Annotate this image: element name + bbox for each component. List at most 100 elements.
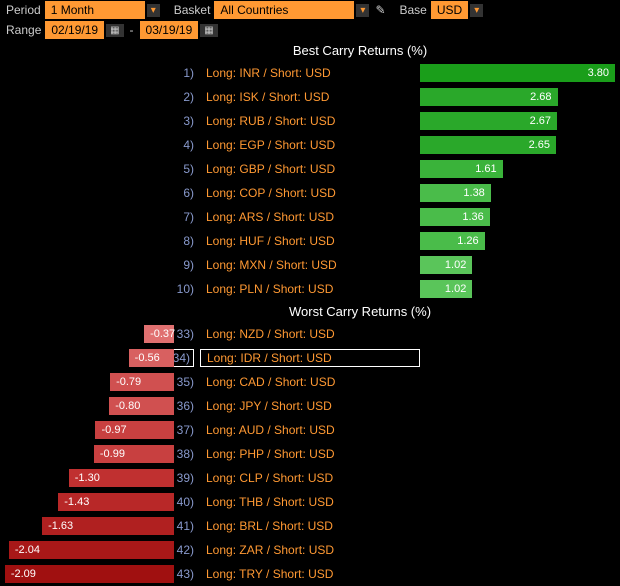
rank-cell: 10): [0, 282, 200, 296]
toolbar-row-2: Range 02/19/19 ▦ - 03/19/19 ▦: [0, 20, 620, 40]
basket-dropdown[interactable]: All Countries: [214, 1, 354, 19]
bar-positive: 1.02: [420, 256, 472, 274]
best-row[interactable]: 5)Long: GBP / Short: USD1.61: [0, 157, 620, 181]
pair-cell: Long: GBP / Short: USD: [200, 162, 420, 176]
content-area: Best Carry Returns (%) 1)Long: INR / Sho…: [0, 40, 620, 568]
pair-cell: Long: MXN / Short: USD: [200, 258, 420, 272]
pair-cell: Long: COP / Short: USD: [200, 186, 420, 200]
date-to-calendar-icon[interactable]: ▦: [200, 24, 217, 37]
date-from-input[interactable]: 02/19/19: [45, 21, 104, 39]
pair-cell: Long: BRL / Short: USD: [200, 519, 420, 533]
period-label: Period: [4, 3, 43, 17]
worst-row[interactable]: -1.3039)Long: CLP / Short: USD: [0, 466, 620, 490]
base-dropdown-arrow[interactable]: ▾: [470, 4, 483, 17]
bar-positive: 2.68: [420, 88, 558, 106]
pair-cell: Long: ISK / Short: USD: [200, 90, 420, 104]
bar-negative: -0.79: [110, 373, 174, 391]
range-label: Range: [4, 23, 43, 37]
bar-container: -0.97: [4, 421, 174, 439]
rank-cell: 4): [0, 138, 200, 152]
rank-cell: 2): [0, 90, 200, 104]
pair-cell: Long: THB / Short: USD: [200, 495, 420, 509]
base-dropdown[interactable]: USD: [431, 1, 468, 19]
best-row[interactable]: 6)Long: COP / Short: USD1.38: [0, 181, 620, 205]
pair-cell: Long: NZD / Short: USD: [200, 327, 420, 341]
best-row[interactable]: 10)Long: PLN / Short: USD1.02: [0, 277, 620, 301]
pair-cell: Long: ZAR / Short: USD: [200, 543, 420, 557]
best-row[interactable]: 8)Long: HUF / Short: USD1.26: [0, 229, 620, 253]
bar-negative: -1.43: [58, 493, 174, 511]
worst-row[interactable]: -1.4340)Long: THB / Short: USD: [0, 490, 620, 514]
rank-cell: 6): [0, 186, 200, 200]
rank-cell: 3): [0, 114, 200, 128]
bar-container: -1.63: [4, 517, 174, 535]
pair-cell: Long: RUB / Short: USD: [200, 114, 420, 128]
pair-cell: Long: TRY / Short: USD: [200, 567, 420, 581]
rank-cell: 5): [0, 162, 200, 176]
worst-row[interactable]: -0.9938)Long: PHP / Short: USD: [0, 442, 620, 466]
worst-row[interactable]: -2.0442)Long: ZAR / Short: USD: [0, 538, 620, 562]
bar-container: 1.02: [420, 280, 616, 298]
pair-cell: Long: ARS / Short: USD: [200, 210, 420, 224]
date-separator: -: [126, 23, 138, 37]
bar-negative: -0.56: [129, 349, 174, 367]
rank-cell: 8): [0, 234, 200, 248]
bar-negative: -1.63: [42, 517, 174, 535]
bar-positive: 1.02: [420, 280, 472, 298]
worst-row[interactable]: -0.5634)Long: IDR / Short: USD: [0, 346, 620, 370]
bar-container: 1.38: [420, 184, 616, 202]
pair-cell: Long: PHP / Short: USD: [200, 447, 420, 461]
worst-row[interactable]: -0.3733)Long: NZD / Short: USD: [0, 322, 620, 346]
bar-container: -0.80: [4, 397, 174, 415]
pair-cell: Long: CAD / Short: USD: [200, 375, 420, 389]
date-from-calendar-icon[interactable]: ▦: [106, 24, 123, 37]
worst-section-title: Worst Carry Returns (%): [0, 301, 620, 322]
pair-cell: Long: AUD / Short: USD: [200, 423, 420, 437]
bar-container: -0.56: [4, 349, 174, 367]
best-section-title: Best Carry Returns (%): [0, 40, 620, 61]
pair-cell: Long: CLP / Short: USD: [200, 471, 420, 485]
date-to-input[interactable]: 03/19/19: [140, 21, 199, 39]
basket-dropdown-arrow[interactable]: ▾: [356, 4, 369, 17]
basket-label: Basket: [172, 3, 213, 17]
pair-cell: Long: PLN / Short: USD: [200, 282, 420, 296]
bar-container: -1.43: [4, 493, 174, 511]
best-row[interactable]: 3)Long: RUB / Short: USD2.67: [0, 109, 620, 133]
bar-container: 3.80: [420, 64, 616, 82]
period-dropdown[interactable]: 1 Month: [45, 1, 145, 19]
worst-row[interactable]: -0.8036)Long: JPY / Short: USD: [0, 394, 620, 418]
worst-row[interactable]: -0.9737)Long: AUD / Short: USD: [0, 418, 620, 442]
bar-container: 1.36: [420, 208, 616, 226]
worst-row[interactable]: -2.0943)Long: TRY / Short: USD: [0, 562, 620, 586]
bar-positive: 1.26: [420, 232, 485, 250]
bar-positive: 1.61: [420, 160, 503, 178]
worst-row[interactable]: -0.7935)Long: CAD / Short: USD: [0, 370, 620, 394]
bar-negative: -1.30: [69, 469, 174, 487]
best-row[interactable]: 4)Long: EGP / Short: USD2.65: [0, 133, 620, 157]
bar-container: -0.99: [4, 445, 174, 463]
best-row[interactable]: 1)Long: INR / Short: USD3.80: [0, 61, 620, 85]
best-row[interactable]: 7)Long: ARS / Short: USD1.36: [0, 205, 620, 229]
best-row[interactable]: 2)Long: ISK / Short: USD2.68: [0, 85, 620, 109]
toolbar-row-1: Period 1 Month ▾ Basket All Countries ▾ …: [0, 0, 620, 20]
bar-container: -1.30: [4, 469, 174, 487]
bar-positive: 1.38: [420, 184, 491, 202]
rank-cell: 7): [0, 210, 200, 224]
bar-container: 2.67: [420, 112, 616, 130]
pair-cell: Long: IDR / Short: USD: [200, 349, 420, 367]
bar-container: -0.79: [4, 373, 174, 391]
pair-cell: Long: JPY / Short: USD: [200, 399, 420, 413]
bar-negative: -2.04: [9, 541, 174, 559]
best-row[interactable]: 9)Long: MXN / Short: USD1.02: [0, 253, 620, 277]
pair-cell: Long: HUF / Short: USD: [200, 234, 420, 248]
bar-negative: -0.80: [109, 397, 174, 415]
bar-positive: 1.36: [420, 208, 490, 226]
bar-positive: 3.80: [420, 64, 615, 82]
pair-cell: Long: EGP / Short: USD: [200, 138, 420, 152]
base-label: Base: [398, 3, 429, 17]
pencil-icon[interactable]: ✎: [371, 3, 389, 17]
bar-container: 2.65: [420, 136, 616, 154]
worst-row[interactable]: -1.6341)Long: BRL / Short: USD: [0, 514, 620, 538]
bar-negative: -0.37: [144, 325, 174, 343]
period-dropdown-arrow[interactable]: ▾: [147, 4, 160, 17]
